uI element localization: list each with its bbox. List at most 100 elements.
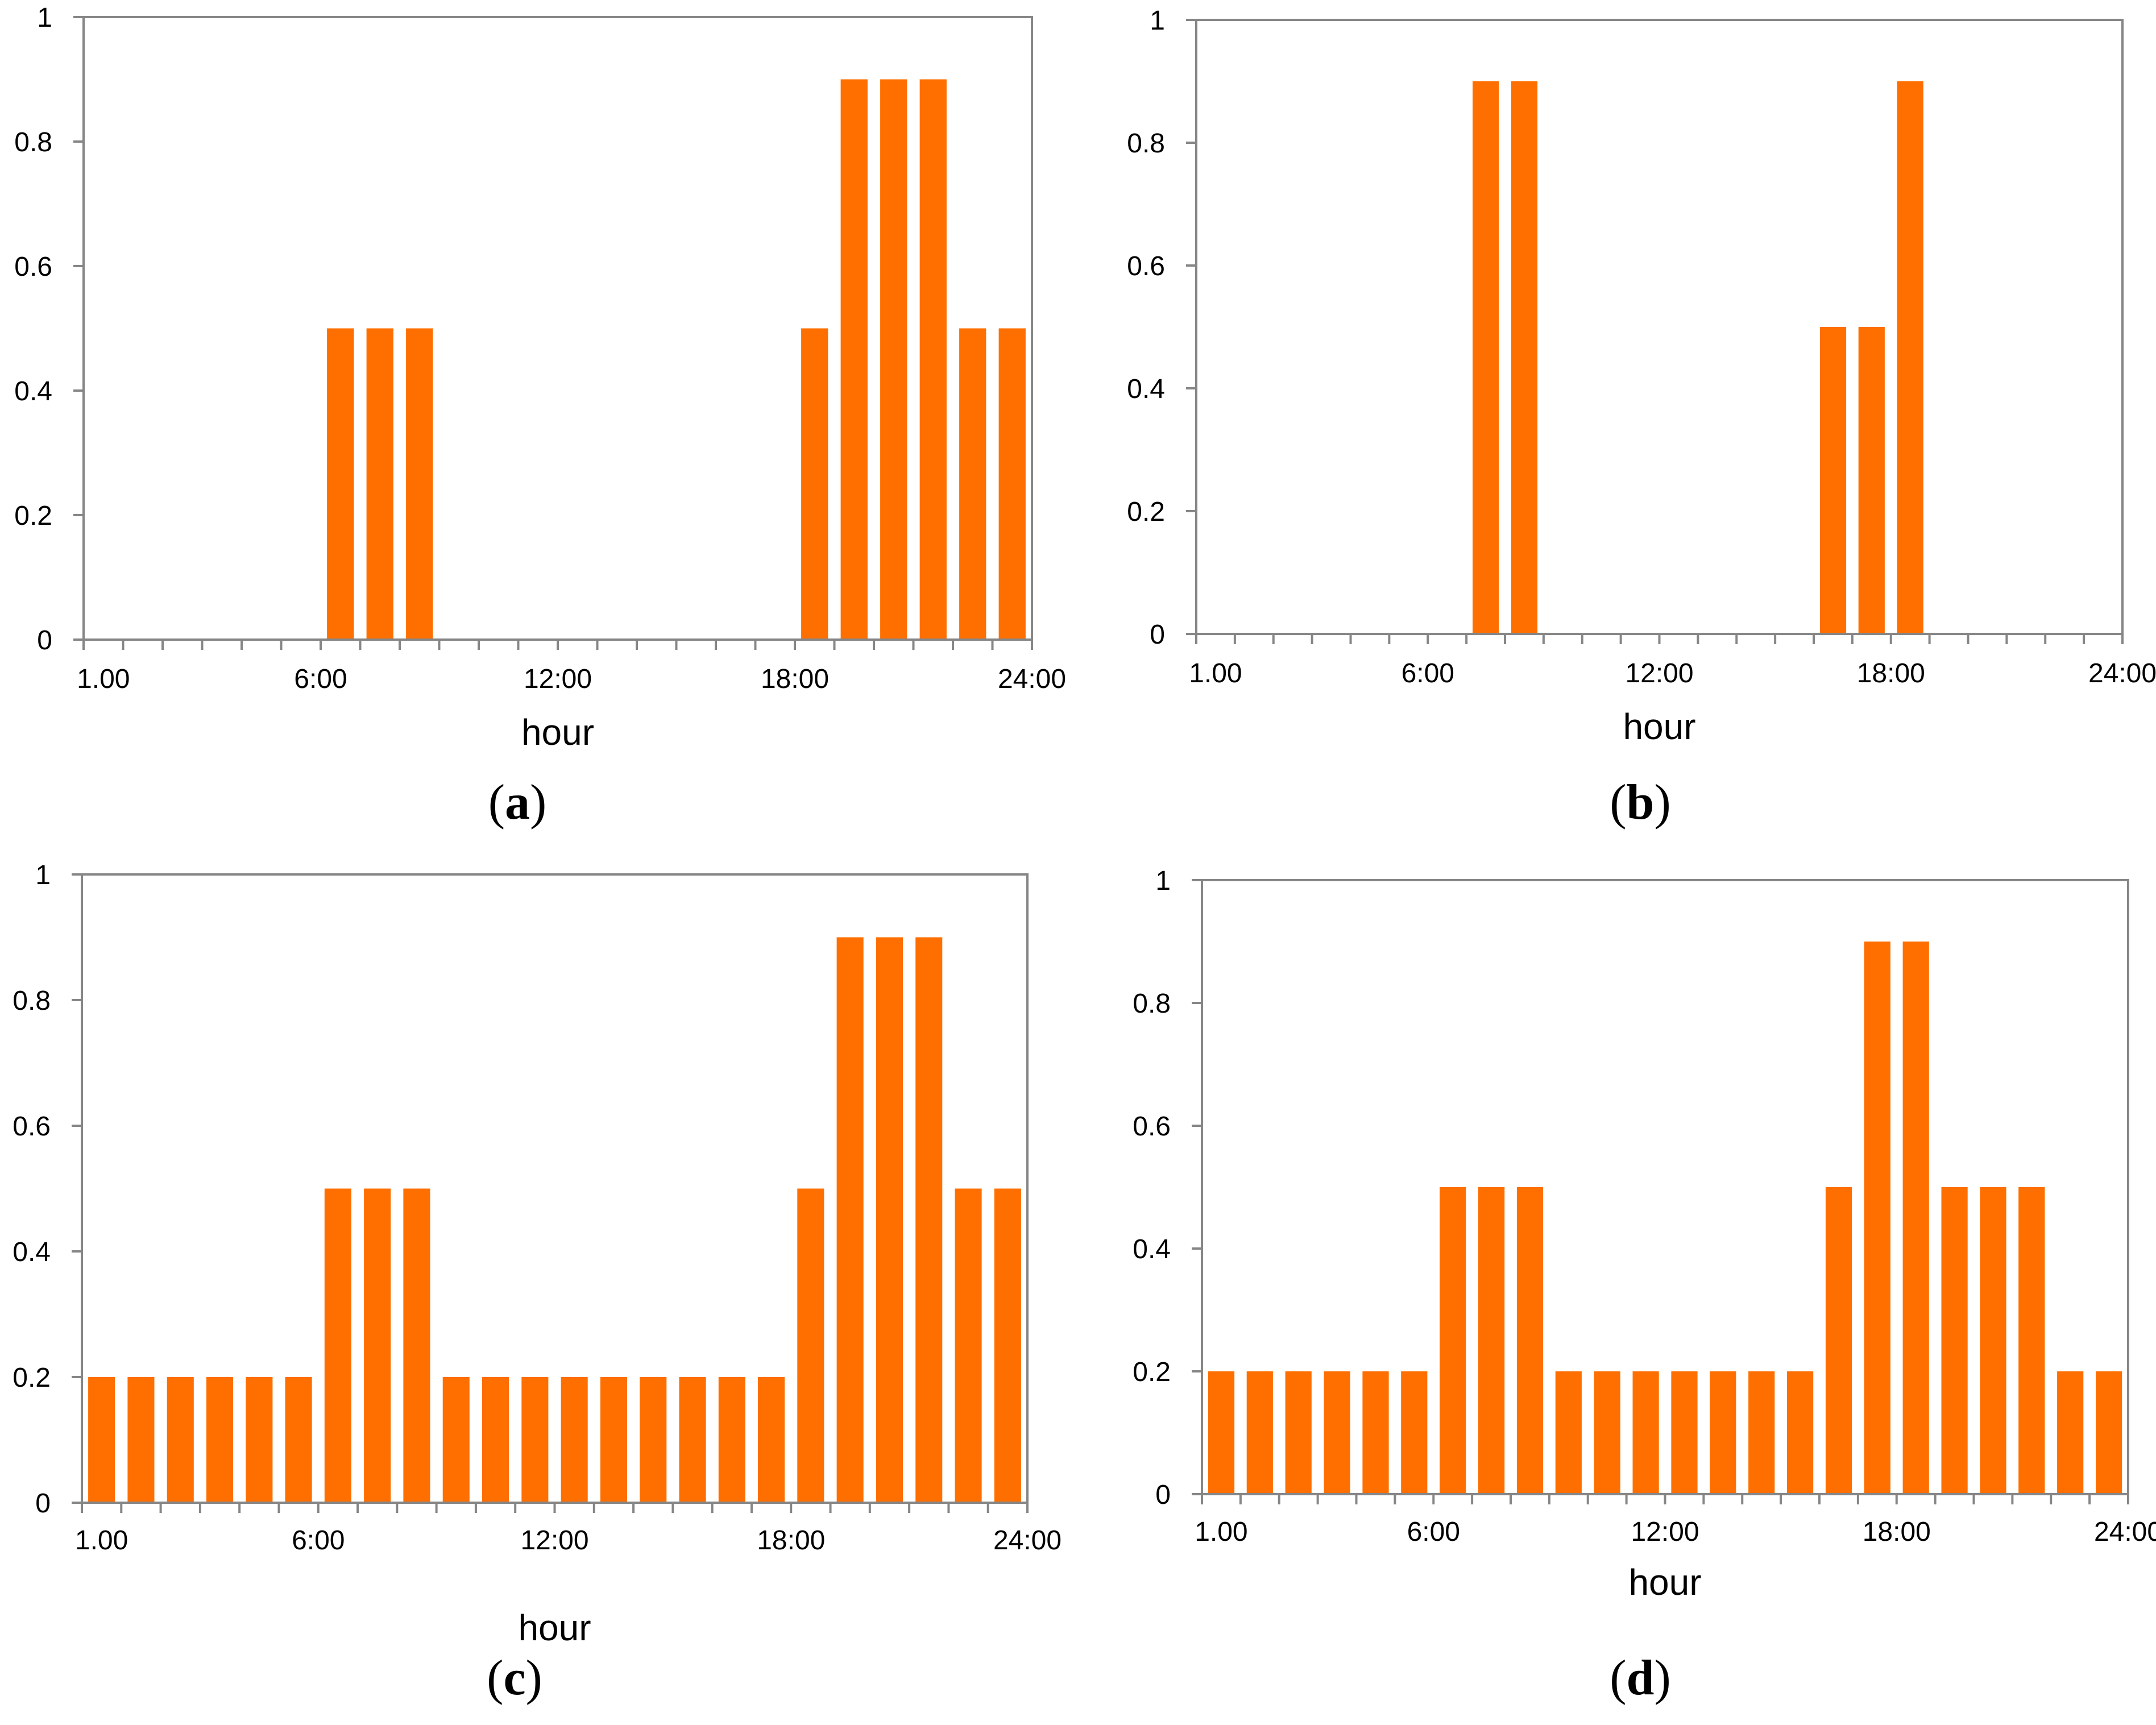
bar-a-hour-19 [801, 328, 828, 640]
bar-a-hour-23 [959, 328, 986, 640]
bar-d-hour-19 [1902, 942, 1929, 1494]
x-tick-label: 18:00 [1857, 658, 1925, 689]
plot-frame [81, 873, 1029, 1503]
y-tick-label: 0 [37, 625, 52, 656]
y-tick-label: 0.6 [1133, 1112, 1171, 1142]
y-tick-label: 0.2 [1127, 497, 1165, 527]
y-tick-label: 0.4 [1127, 374, 1165, 404]
bar-c-hour-17 [718, 1377, 745, 1503]
bar-b-hour-19 [1897, 81, 1923, 634]
bar-d-hour-4 [1324, 1371, 1350, 1494]
bar-d-hour-6 [1401, 1371, 1428, 1494]
bar-c-hour-4 [206, 1377, 234, 1503]
bar-d-hour-13 [1671, 1371, 1698, 1494]
panel-label: (c) [487, 1651, 542, 1706]
bar-d-hour-12 [1632, 1371, 1659, 1494]
bar-d-hour-22 [2018, 1187, 2045, 1494]
y-tick-label: 0.4 [1133, 1234, 1171, 1264]
bar-a-hour-9 [406, 328, 433, 640]
x-tick-label: 1.00 [77, 664, 130, 694]
x-tick-label: 12:00 [1625, 658, 1693, 689]
bar-c-hour-23 [955, 1188, 982, 1503]
bar-a-hour-8 [366, 328, 393, 640]
bar-d-hour-3 [1285, 1371, 1312, 1494]
bar-c-hour-1 [88, 1377, 115, 1503]
bar-d-hour-18 [1864, 942, 1890, 1494]
x-tick-label: 18:00 [1863, 1517, 1931, 1547]
y-tick-label: 0.6 [1127, 251, 1165, 281]
y-tick-label: 0.2 [1133, 1357, 1171, 1387]
bar-d-hour-8 [1478, 1187, 1505, 1494]
bar-c-hour-24 [994, 1188, 1021, 1503]
x-tick-label: 24:00 [2094, 1517, 2156, 1547]
x-tick-label: 18:00 [761, 664, 829, 694]
bar-d-hour-9 [1516, 1187, 1544, 1494]
bar-d-hour-5 [1362, 1371, 1389, 1494]
x-tick-label: 1.00 [1195, 1517, 1247, 1547]
chart-panel-a: 0 0.2 0.4 0.6 0.8 1 1.00 6:00 12:00 18:00 24:00 hou… [14, 3, 1066, 830]
plot-frame [82, 16, 1033, 640]
x-tick-label: 6:00 [1402, 658, 1454, 689]
bar-d-hour-14 [1710, 1371, 1736, 1494]
bar-c-hour-16 [679, 1377, 706, 1503]
panel-label: (d) [1610, 1651, 1671, 1706]
x-axis-title: hour [1623, 706, 1695, 747]
x-tick-label: 6:00 [294, 664, 347, 694]
bar-c-hour-8 [364, 1188, 391, 1503]
y-tick-label: 0.8 [1127, 128, 1165, 159]
y-tick-label: 0.6 [14, 252, 52, 282]
x-tick-label: 1.00 [75, 1525, 128, 1556]
x-tick-label: 6:00 [1407, 1517, 1460, 1547]
bar-c-hour-6 [285, 1377, 312, 1503]
bar-a-hour-24 [998, 328, 1026, 640]
x-tick-label: 24:00 [993, 1525, 1062, 1556]
bar-c-hour-21 [876, 937, 903, 1503]
bar-c-hour-18 [758, 1377, 785, 1503]
x-tick-label: 1.00 [1189, 658, 1242, 689]
y-tick-label: 0.4 [14, 376, 52, 407]
bar-b-hour-8 [1473, 81, 1499, 634]
bar-d-hour-16 [1787, 1371, 1814, 1494]
y-tick-label: 0 [35, 1488, 51, 1519]
bar-d-hour-20 [1941, 1187, 1968, 1494]
x-tick-label: 12:00 [1631, 1517, 1699, 1547]
bar-d-hour-24 [2096, 1371, 2122, 1494]
bar-a-hour-22 [919, 79, 947, 640]
y-tick-label: 1 [37, 3, 52, 33]
bar-c-hour-10 [442, 1377, 470, 1503]
y-tick-label: 0.2 [13, 1363, 51, 1393]
panel-label: (b) [1610, 775, 1671, 830]
y-tick-label: 0.4 [13, 1237, 51, 1267]
x-axis-title: hour [518, 1607, 591, 1648]
y-tick-label: 0.8 [1133, 989, 1171, 1019]
bar-b-hour-18 [1858, 327, 1885, 634]
chart-panel-b: 0 0.2 0.4 0.6 0.8 1 1.00 6:00 12:00 18:00 24:00 hou… [1127, 6, 2156, 830]
bar-d-hour-21 [1980, 1187, 2006, 1494]
bar-d-hour-23 [2057, 1371, 2084, 1494]
bar-c-hour-20 [836, 937, 864, 1503]
bar-d-hour-7 [1440, 1187, 1466, 1494]
bar-d-hour-10 [1555, 1371, 1582, 1494]
x-tick-label: 18:00 [757, 1525, 825, 1556]
y-tick-label: 1 [35, 860, 51, 890]
chart-panel-c: 0 0.2 0.4 0.6 0.8 1 1.00 6:00 12:00 18:00 24:00 hou… [13, 860, 1062, 1706]
bar-c-hour-11 [482, 1377, 509, 1503]
x-tick-label: 24:00 [2088, 658, 2156, 689]
x-tick-label: 24:00 [998, 664, 1066, 694]
chart-panel-d: 0 0.2 0.4 0.6 0.8 1 1.00 6:00 12:00 18:00 24:00 hou… [1133, 866, 2156, 1706]
x-tick-label: 12:00 [520, 1525, 588, 1556]
bar-d-hour-17 [1825, 1187, 1852, 1494]
bar-c-hour-14 [600, 1377, 627, 1503]
bar-c-hour-15 [640, 1377, 667, 1503]
bar-c-hour-22 [915, 937, 943, 1503]
bar-c-hour-13 [561, 1377, 588, 1503]
bar-d-hour-2 [1246, 1371, 1273, 1494]
x-axis-title: hour [1628, 1562, 1701, 1603]
x-axis-title: hour [521, 712, 594, 753]
plot-frame [1201, 879, 2129, 1494]
y-tick-label: 1 [1150, 6, 1165, 36]
bar-c-hour-3 [167, 1377, 194, 1503]
bar-b-hour-17 [1819, 327, 1847, 634]
bar-c-hour-7 [324, 1188, 351, 1503]
y-tick-label: 0.8 [14, 127, 52, 157]
